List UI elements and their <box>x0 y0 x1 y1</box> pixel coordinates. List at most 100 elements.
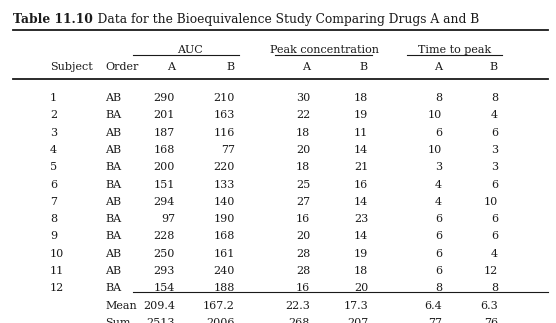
Text: 10: 10 <box>484 197 498 207</box>
Text: 154: 154 <box>153 283 175 293</box>
Text: Subject: Subject <box>50 62 93 72</box>
Text: 201: 201 <box>153 110 175 120</box>
Text: 6.3: 6.3 <box>480 301 498 311</box>
Text: 30: 30 <box>296 93 310 103</box>
Text: 2006: 2006 <box>206 318 235 323</box>
Text: 4: 4 <box>435 197 442 207</box>
Text: 161: 161 <box>214 249 235 259</box>
Text: 133: 133 <box>214 180 235 190</box>
Text: 2: 2 <box>50 110 57 120</box>
Text: 16: 16 <box>354 180 368 190</box>
Text: 209.4: 209.4 <box>143 301 175 311</box>
Text: 14: 14 <box>354 231 368 241</box>
Text: B: B <box>490 62 498 72</box>
Text: AB: AB <box>105 249 121 259</box>
Text: 116: 116 <box>214 128 235 138</box>
Text: 187: 187 <box>154 128 175 138</box>
Text: 6: 6 <box>491 128 498 138</box>
Text: AB: AB <box>105 145 121 155</box>
Text: B: B <box>227 62 235 72</box>
Text: 12: 12 <box>484 266 498 276</box>
Text: AB: AB <box>105 93 121 103</box>
Text: Order: Order <box>105 62 138 72</box>
Text: 19: 19 <box>354 110 368 120</box>
Text: 268: 268 <box>289 318 310 323</box>
Text: 6: 6 <box>491 231 498 241</box>
Text: BA: BA <box>105 180 121 190</box>
Text: 23: 23 <box>354 214 368 224</box>
Text: 3: 3 <box>491 162 498 172</box>
Text: 20: 20 <box>296 145 310 155</box>
Text: BA: BA <box>105 283 121 293</box>
Text: 8: 8 <box>491 283 498 293</box>
Text: Data for the Bioequivalence Study Comparing Drugs A and B: Data for the Bioequivalence Study Compar… <box>86 13 479 26</box>
Text: 76: 76 <box>484 318 498 323</box>
Text: 4: 4 <box>491 110 498 120</box>
Text: 77: 77 <box>221 145 235 155</box>
Text: Time to peak: Time to peak <box>418 45 492 55</box>
Text: 163: 163 <box>214 110 235 120</box>
Text: 294: 294 <box>153 197 175 207</box>
Text: 6: 6 <box>491 214 498 224</box>
Text: 28: 28 <box>296 266 310 276</box>
Text: A: A <box>167 62 175 72</box>
Text: Table 11.10: Table 11.10 <box>13 13 93 26</box>
Text: 12: 12 <box>50 283 64 293</box>
Text: 11: 11 <box>50 266 64 276</box>
Text: 6: 6 <box>435 231 442 241</box>
Text: 77: 77 <box>428 318 442 323</box>
Text: 19: 19 <box>354 249 368 259</box>
Text: 18: 18 <box>354 266 368 276</box>
Text: 3: 3 <box>435 162 442 172</box>
Text: AB: AB <box>105 128 121 138</box>
Text: 210: 210 <box>214 93 235 103</box>
Text: 11: 11 <box>354 128 368 138</box>
Text: 20: 20 <box>354 283 368 293</box>
Text: 10: 10 <box>428 110 442 120</box>
Text: 6: 6 <box>491 180 498 190</box>
Text: 7: 7 <box>50 197 57 207</box>
Text: 9: 9 <box>50 231 57 241</box>
Text: 140: 140 <box>214 197 235 207</box>
Text: 240: 240 <box>214 266 235 276</box>
Text: 14: 14 <box>354 197 368 207</box>
Text: Peak concentration: Peak concentration <box>270 45 379 55</box>
Text: 20: 20 <box>296 231 310 241</box>
Text: 22: 22 <box>296 110 310 120</box>
Text: 290: 290 <box>153 93 175 103</box>
Text: BA: BA <box>105 214 121 224</box>
Text: 3: 3 <box>491 145 498 155</box>
Text: 207: 207 <box>347 318 368 323</box>
Text: BA: BA <box>105 162 121 172</box>
Text: 8: 8 <box>435 93 442 103</box>
Text: 4: 4 <box>491 249 498 259</box>
Text: BA: BA <box>105 231 121 241</box>
Text: 18: 18 <box>354 93 368 103</box>
Text: 97: 97 <box>161 214 175 224</box>
Text: 18: 18 <box>296 162 310 172</box>
Text: 151: 151 <box>153 180 175 190</box>
Text: B: B <box>360 62 368 72</box>
Text: 8: 8 <box>435 283 442 293</box>
Text: 25: 25 <box>296 180 310 190</box>
Text: AB: AB <box>105 197 121 207</box>
Text: 6.4: 6.4 <box>424 301 442 311</box>
Text: 8: 8 <box>50 214 57 224</box>
Text: 6: 6 <box>435 249 442 259</box>
Text: 10: 10 <box>428 145 442 155</box>
Text: 293: 293 <box>153 266 175 276</box>
Text: 188: 188 <box>214 283 235 293</box>
Text: Sum: Sum <box>105 318 131 323</box>
Text: 16: 16 <box>296 283 310 293</box>
Text: 6: 6 <box>50 180 57 190</box>
Text: 14: 14 <box>354 145 368 155</box>
Text: 8: 8 <box>491 93 498 103</box>
Text: 228: 228 <box>153 231 175 241</box>
Text: 2513: 2513 <box>146 318 175 323</box>
Text: 250: 250 <box>153 249 175 259</box>
Text: Mean: Mean <box>105 301 137 311</box>
Text: 27: 27 <box>296 197 310 207</box>
Text: 168: 168 <box>153 145 175 155</box>
Text: 28: 28 <box>296 249 310 259</box>
Text: 17.3: 17.3 <box>343 301 368 311</box>
